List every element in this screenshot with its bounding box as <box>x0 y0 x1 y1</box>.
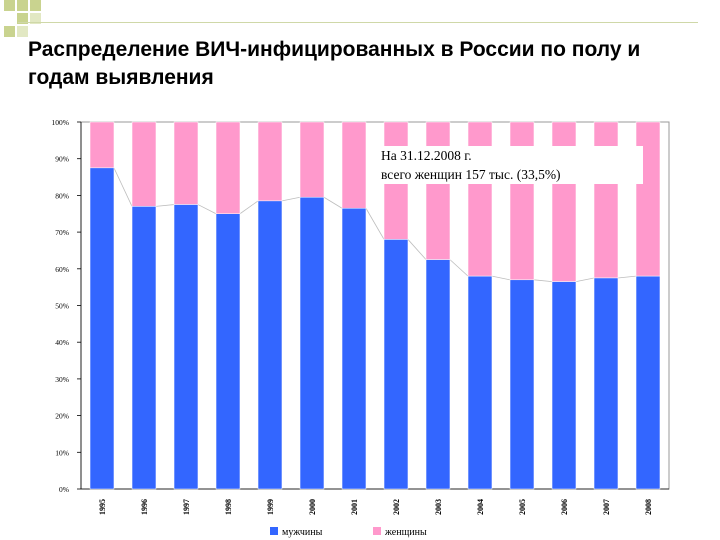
x-category-label: 2003 <box>434 499 443 515</box>
x-category-label: 2005 <box>518 499 527 515</box>
deco-square <box>30 0 41 11</box>
x-category-label: 2001 <box>350 499 359 515</box>
y-tick-label: 90% <box>55 155 69 164</box>
series-line <box>155 204 175 207</box>
deco-square <box>30 13 41 24</box>
bars <box>89 121 661 490</box>
bar-men <box>215 213 241 490</box>
x-category-label: 2006 <box>560 499 569 515</box>
legend-swatch-women <box>373 527 381 535</box>
bar-men <box>89 167 115 490</box>
bar-men <box>551 281 577 490</box>
y-tick-label: 10% <box>55 448 69 457</box>
x-category-label: 2004 <box>476 499 485 515</box>
header-divider <box>18 22 698 23</box>
bar-men <box>257 200 283 490</box>
deco-square <box>17 0 28 11</box>
x-category-label: 2002 <box>392 499 401 515</box>
y-tick-label: 70% <box>55 228 69 237</box>
bar-men <box>299 196 325 490</box>
series-line <box>491 275 511 281</box>
legend-label-women: женщины <box>384 527 427 538</box>
series-line <box>281 196 301 202</box>
y-tick-label: 0% <box>59 485 69 494</box>
series-line <box>113 167 133 207</box>
bar-men <box>509 279 535 490</box>
annotation-line-1: На 31.12.2008 г. <box>381 148 472 163</box>
series-line <box>533 279 553 283</box>
series-line <box>239 200 259 215</box>
bar-women <box>173 121 199 205</box>
y-tick-label: 50% <box>55 302 69 311</box>
chart-annotation: На 31.12.2008 г. всего женщин 157 тыс. (… <box>379 146 643 184</box>
x-category-label: 2000 <box>308 499 317 515</box>
bar-men <box>341 207 367 490</box>
bar-women <box>215 121 241 214</box>
series-line <box>575 277 595 283</box>
series-line <box>197 204 217 215</box>
legend-label-men: мужчины <box>282 527 323 538</box>
x-category-label: 2007 <box>602 499 611 515</box>
y-tick-label: 30% <box>55 375 69 384</box>
legend: мужчины женщины <box>270 527 427 538</box>
bar-men <box>467 275 493 490</box>
deco-square <box>4 26 15 37</box>
deco-square <box>17 26 28 37</box>
bar-men <box>593 277 619 490</box>
bar-men <box>635 275 661 490</box>
y-tick-label: 60% <box>55 265 69 274</box>
series-line <box>365 208 385 240</box>
deco-square <box>4 0 15 11</box>
bar-men <box>173 204 199 490</box>
bar-women <box>257 121 283 202</box>
y-tick-label: 80% <box>55 191 69 200</box>
deco-square <box>17 13 28 24</box>
series-line <box>323 196 343 209</box>
annotation-line-2: всего женщин 157 тыс. (33,5%) <box>381 167 561 182</box>
bar-men <box>425 259 451 490</box>
bar-men <box>131 206 157 490</box>
bar-women <box>89 121 115 169</box>
x-category-label: 1998 <box>224 499 233 515</box>
series-line <box>617 275 637 279</box>
y-tick-label: 20% <box>55 412 69 421</box>
x-axis-labels: 1995 1996 1997 1998 1999 2000 2001 2002 2003 2004… <box>98 499 653 515</box>
decorative-squares <box>4 0 41 37</box>
bar-women <box>299 121 325 198</box>
y-tick-label: 40% <box>55 338 69 347</box>
x-category-label: 1996 <box>140 499 149 515</box>
series-line <box>449 259 469 277</box>
slide-title: Распределение ВИЧ-инфицированных в Росси… <box>28 38 641 89</box>
series-line <box>407 239 427 260</box>
x-category-label: 1997 <box>182 499 191 515</box>
series-lines <box>113 167 637 283</box>
bar-men <box>383 239 409 490</box>
bar-women <box>341 121 367 209</box>
y-tick-label: 100% <box>52 118 70 127</box>
bar-women <box>131 121 157 207</box>
legend-swatch-men <box>270 527 278 535</box>
x-category-label: 1999 <box>266 499 275 515</box>
bar-women <box>425 121 451 260</box>
y-axis-ticks: 0% 10% 20% 30% 40% 50% 60% 70% 80% 90% 100% <box>52 118 81 494</box>
x-category-label: 2008 <box>644 499 653 515</box>
x-category-label: 1995 <box>98 499 107 515</box>
